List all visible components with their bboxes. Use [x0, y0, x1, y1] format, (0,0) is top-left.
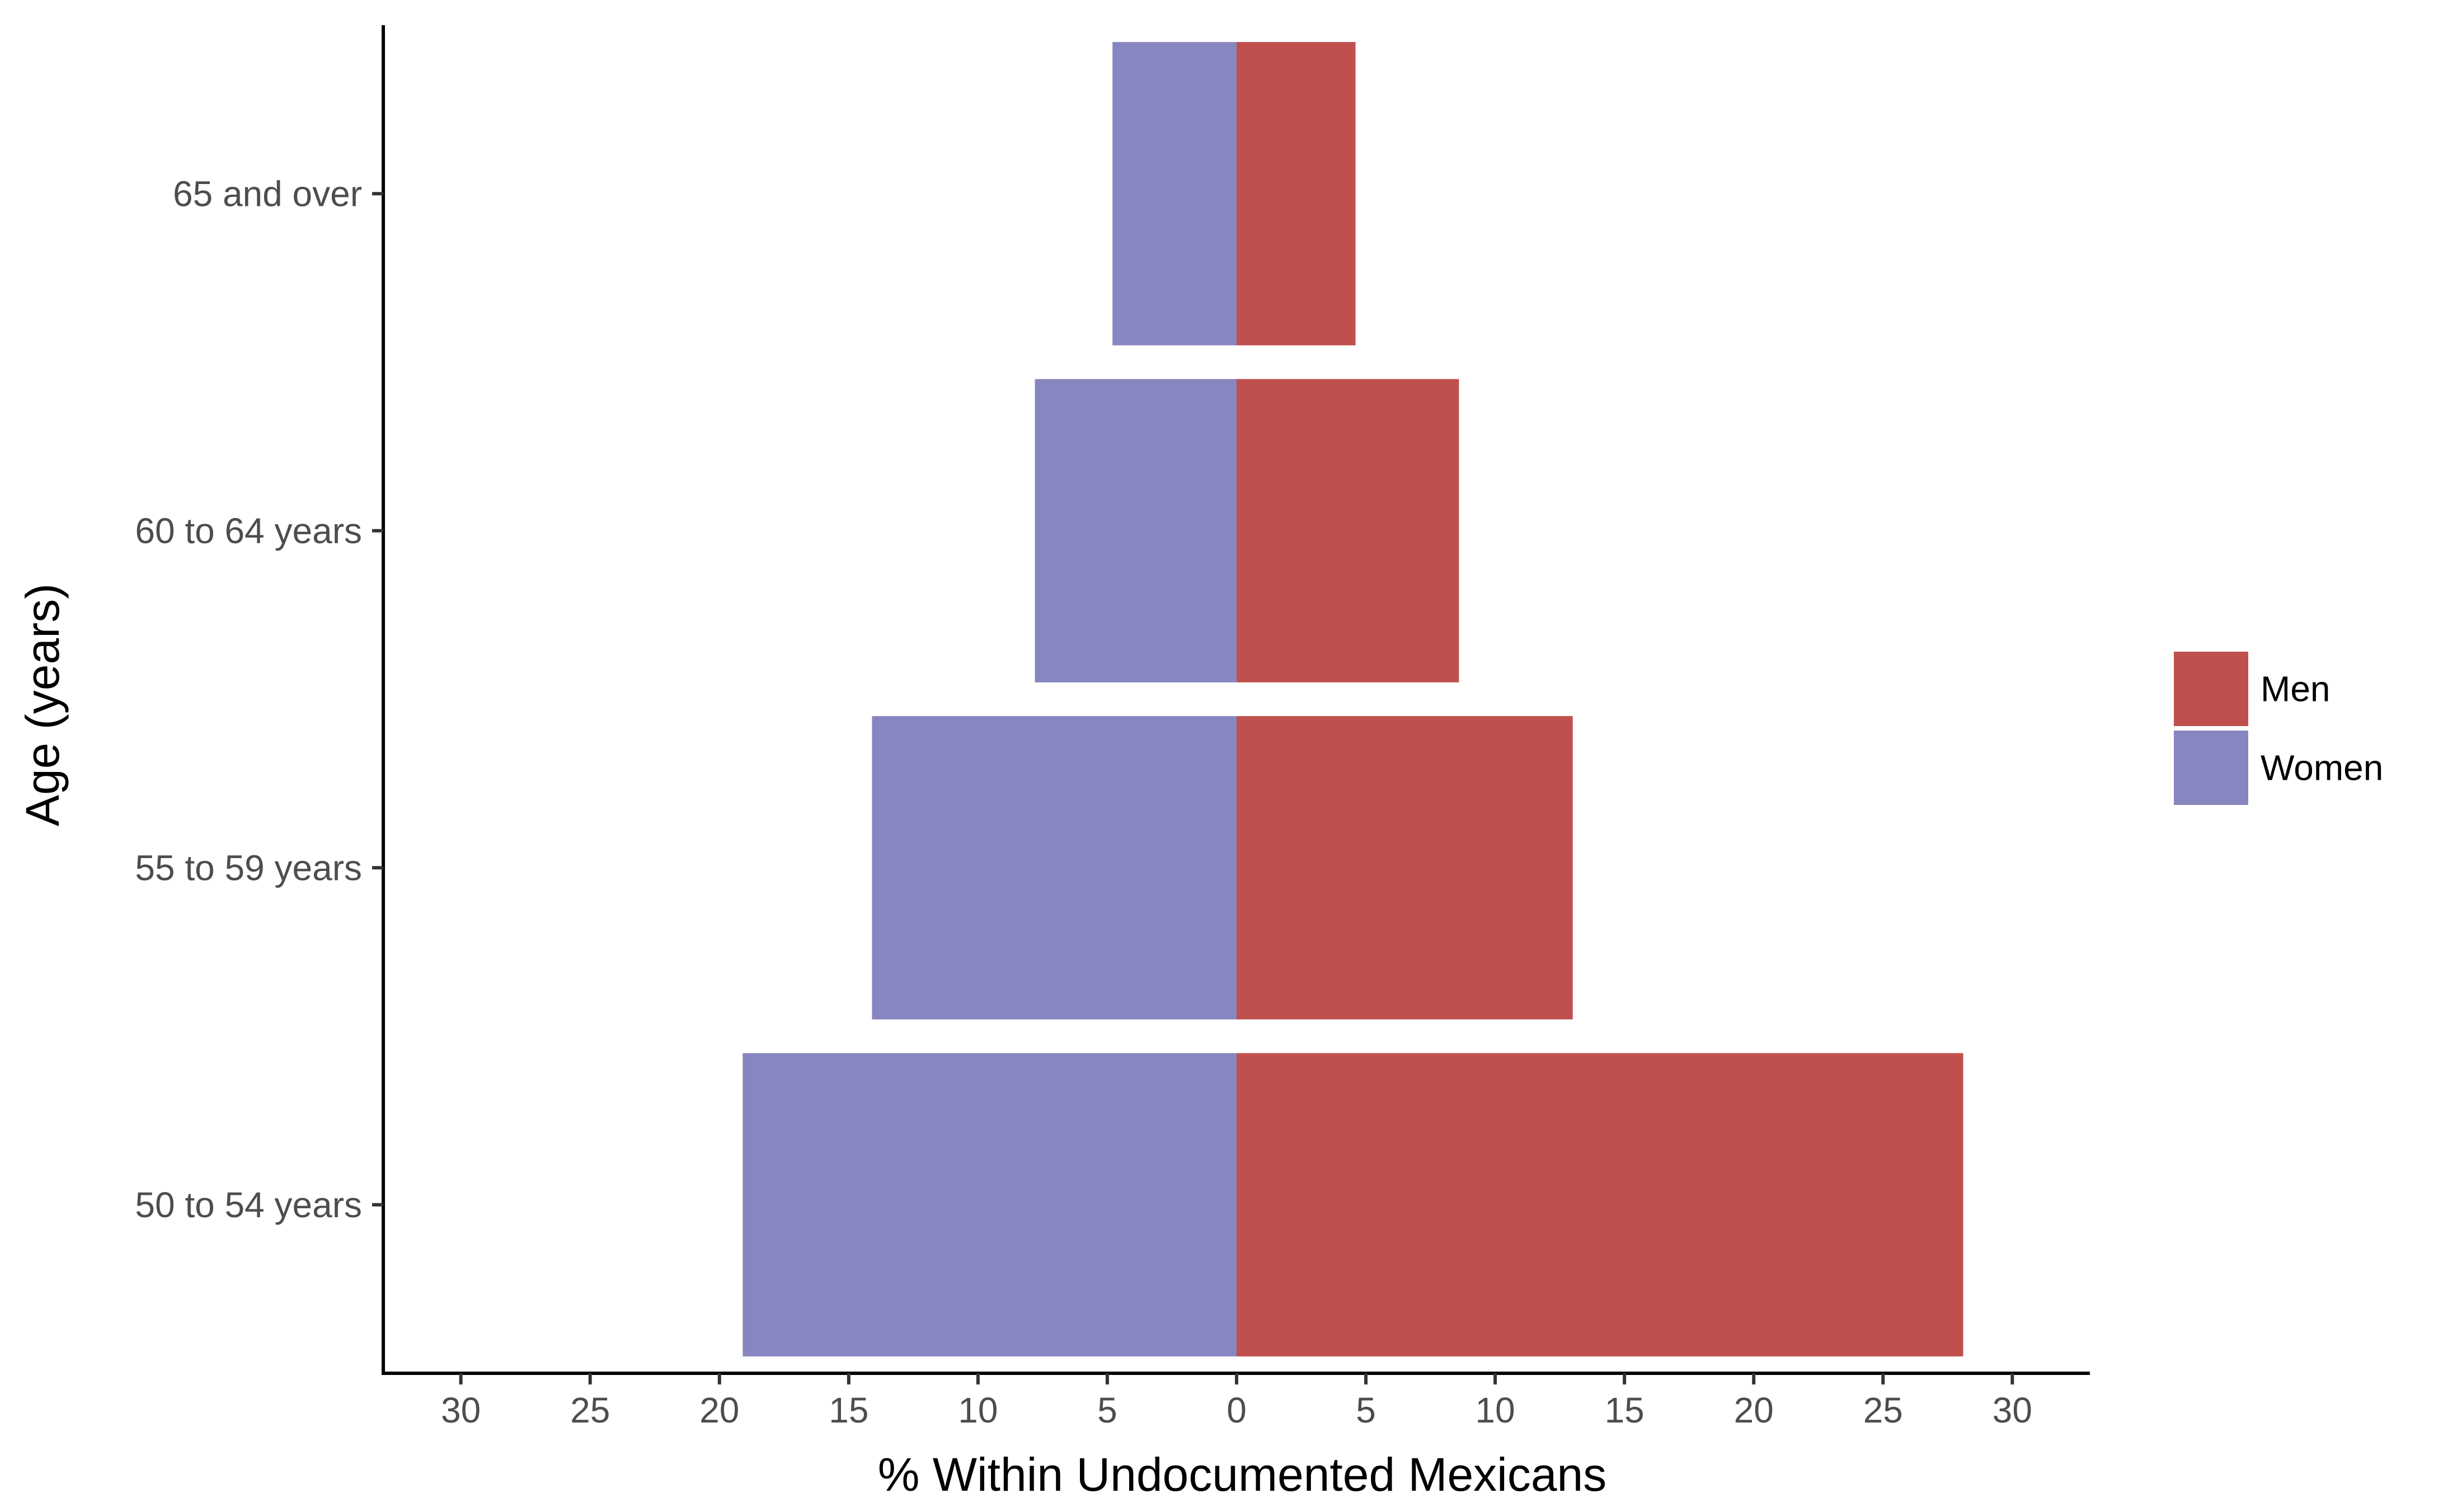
bar-women-2: [1035, 379, 1237, 682]
x-tick-label: 20: [699, 1390, 739, 1430]
bar-men-1: [1237, 716, 1573, 1020]
x-tick-label: 10: [1476, 1390, 1515, 1430]
x-tick-label: 5: [1356, 1390, 1376, 1430]
y-axis-title: Age (years): [16, 583, 69, 826]
y-tick-label: 65 and over: [173, 173, 362, 214]
y-tick-label: 50 to 54 years: [135, 1185, 362, 1225]
bar-men-0: [1237, 1053, 1963, 1356]
bars-layer: [743, 42, 1963, 1356]
bar-men-2: [1237, 379, 1459, 682]
x-tick-label: 30: [441, 1390, 481, 1430]
y-tick-label: 60 to 64 years: [135, 511, 362, 551]
x-tick-label: 30: [1993, 1390, 2032, 1430]
bar-women-1: [872, 716, 1237, 1020]
legend-label-women: Women: [2261, 748, 2383, 788]
x-tick-label: 20: [1734, 1390, 1774, 1430]
x-tick-label: 25: [1863, 1390, 1903, 1430]
x-tick-label: 10: [958, 1390, 998, 1430]
legend-key-men: [2174, 652, 2248, 726]
bar-women-3: [1112, 42, 1237, 346]
x-tick-label: 5: [1097, 1390, 1117, 1430]
x-tick-label: 15: [1605, 1390, 1644, 1430]
y-tick-label: 55 to 59 years: [135, 847, 362, 888]
x-axis-ticks: 30 25 20 15 10 5 0 5 10 15 20 25 30: [441, 1373, 2032, 1430]
x-tick-label: 0: [1227, 1390, 1247, 1430]
x-tick-label: 15: [829, 1390, 868, 1430]
legend-label-men: Men: [2261, 669, 2330, 709]
x-tick-label: 25: [570, 1390, 610, 1430]
legend-key-women: [2174, 731, 2248, 805]
y-axis-ticks: 50 to 54 years 55 to 59 years 60 to 64 yea…: [135, 173, 383, 1225]
x-axis-title: % Within Undocumented Mexicans: [878, 1448, 1607, 1501]
bar-women-0: [743, 1053, 1237, 1356]
bar-men-3: [1237, 42, 1356, 346]
legend: Men Women: [2174, 652, 2383, 805]
